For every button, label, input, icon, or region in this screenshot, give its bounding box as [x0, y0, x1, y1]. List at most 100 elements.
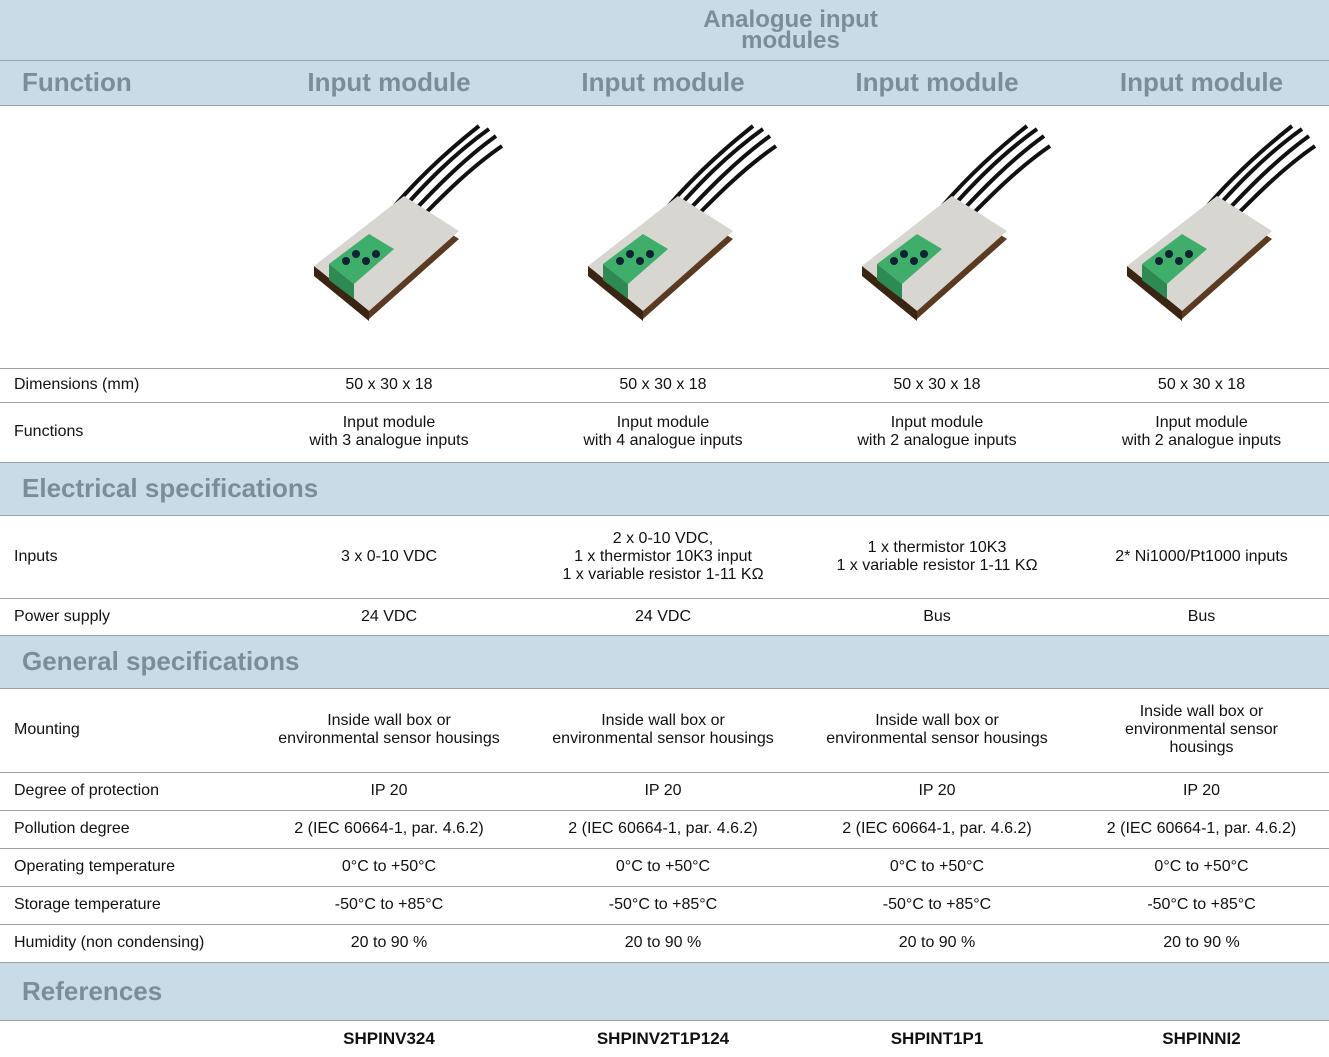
cell-line: Input module	[342, 414, 436, 431]
value-cell: 20 to 90 %	[1074, 924, 1329, 963]
cell-line: Inside wall box or	[327, 712, 451, 729]
cell-line: IP 20	[918, 782, 956, 799]
column-header-text: Input module	[307, 67, 471, 97]
value-cell: IP 20	[252, 772, 526, 811]
row-label-text: Mounting	[14, 721, 80, 738]
section-title: General specifications	[22, 646, 300, 676]
module-photo	[1126, 124, 1316, 321]
value-cell: IP 20	[800, 772, 1074, 811]
value-cell: 2 (IEC 60664-1, par. 4.6.2)	[252, 810, 526, 849]
cell-line: 1 x thermistor 10K3	[867, 538, 1007, 556]
value-cell: 2* Ni1000/Pt1000 inputs	[1074, 515, 1329, 599]
table-row: Pollution degree 2 (IEC 60664-1, par. 4.6…	[0, 810, 1329, 849]
cell-line: IP 20	[644, 782, 682, 799]
section-header: References	[0, 962, 1329, 1021]
cell-line: with 2 analogue inputs	[857, 432, 1017, 449]
table-row: Functions Input module with 3 analogue inp…	[0, 402, 1329, 463]
cell-line: 50 x 30 x 18	[893, 376, 981, 393]
section-title: References	[22, 975, 163, 1006]
section-title: Electrical specifications	[22, 473, 319, 503]
module-photo	[588, 124, 778, 321]
value-cell: 50 x 30 x 18	[1074, 368, 1329, 403]
table-row: Dimensions (mm) 50 x 30 x 18 50 x 30 x 18 5…	[0, 368, 1329, 403]
value-cell: 2 (IEC 60664-1, par. 4.6.2)	[800, 810, 1074, 849]
value-cell: 50 x 30 x 18	[800, 368, 1074, 403]
row-label: Inputs	[0, 515, 252, 599]
value-cell: Inside wall box or environmental sensor ho…	[1074, 688, 1329, 773]
cell-line: Bus	[1187, 607, 1216, 625]
cell-line: Inside wall box or	[875, 712, 999, 729]
module-photo	[862, 124, 1052, 321]
image-cell	[252, 105, 526, 369]
value-cell: -50°C to +85°C	[1074, 886, 1329, 925]
value-cell: IP 20	[1074, 772, 1329, 811]
cell-line: 2 x 0-10 VDC,	[612, 529, 714, 547]
value-cell: Inside wall box or environmental sensor h…	[526, 688, 800, 773]
cell-line: environmental sensor housings	[278, 730, 500, 747]
row-label-text: Functions	[14, 423, 84, 440]
row-label-text: Degree of protection	[14, 782, 159, 799]
cell-line: 1 x variable resistor 1-11 KΩ	[562, 565, 764, 583]
cell-line: 2 (IEC 60664-1, par. 4.6.2)	[568, 820, 758, 837]
row-label: Dimensions (mm)	[0, 368, 252, 403]
value-cell: Inside wall box or environmental sensor h…	[252, 688, 526, 773]
table-row: Humidity (non condensing) 20 to 90 % 20 to…	[0, 924, 1329, 963]
cell-line: 20 to 90 %	[1163, 934, 1240, 951]
column-header: Input module	[526, 60, 800, 106]
table-row: Storage temperature -50°C to +85°C -50°C t…	[0, 886, 1329, 925]
column-header-text: Input module	[1119, 67, 1284, 97]
value-cell: 20 to 90 %	[800, 924, 1074, 963]
cell-line: 24 VDC	[634, 607, 692, 625]
cell-line: SHPINNI2	[1162, 1028, 1241, 1048]
cell-line: 0°C to +50°C	[615, 858, 711, 875]
value-cell: Input module with 4 analogue inputs	[526, 402, 800, 463]
value-cell: SHPINV324	[252, 1020, 526, 1057]
value-cell: -50°C to +85°C	[800, 886, 1074, 925]
table-row: Power supply 24 VDC 24 VDC Bus Bus	[0, 598, 1329, 636]
cell-line: 2 (IEC 60664-1, par. 4.6.2)	[842, 820, 1032, 837]
cell-line: SHPINV2T1P124	[596, 1028, 730, 1048]
table-row	[0, 105, 1329, 369]
column-header: Input module	[800, 60, 1074, 106]
table-row: References	[0, 962, 1329, 1021]
cell-line: 50 x 30 x 18	[345, 376, 433, 393]
cell-line: 20 to 90 %	[624, 934, 702, 951]
cell-line: with 2 analogue inputs	[1121, 432, 1282, 449]
section-header: General specifications	[0, 635, 1329, 689]
table-row: General specifications	[0, 635, 1329, 689]
section-header: Electrical specifications	[0, 462, 1329, 516]
cell-line: -50°C to +85°C	[608, 896, 718, 913]
table-row: Mounting Inside wall box or environmental …	[0, 688, 1329, 773]
table-row: Operating temperature 0°C to +50°C 0°C to …	[0, 848, 1329, 887]
cell-line: IP 20	[1182, 782, 1221, 799]
cell-line: 20 to 90 %	[898, 934, 976, 951]
cell-line: with 4 analogue inputs	[583, 432, 743, 449]
table-row: SHPINV324 SHPINV2T1P124 SHPINT1P1 SHPINNI2	[0, 1020, 1329, 1057]
value-cell: 50 x 30 x 18	[526, 368, 800, 403]
cell-line: Input module	[1155, 414, 1248, 431]
cell-line: environmental sensor	[1125, 721, 1278, 738]
row-label: Storage temperature	[0, 886, 252, 925]
value-cell: 20 to 90 %	[526, 924, 800, 963]
value-cell: 0°C to +50°C	[252, 848, 526, 887]
value-cell: Bus	[800, 598, 1074, 636]
cell-line: 1 x thermistor 10K3 input	[574, 547, 752, 565]
module-photo	[314, 124, 504, 321]
column-header-text: Input module	[581, 67, 745, 97]
cell-line: 0°C to +50°C	[1154, 858, 1249, 875]
column-header-text: Input module	[855, 67, 1019, 97]
value-cell: SHPINT1P1	[800, 1020, 1074, 1057]
value-cell: SHPINNI2	[1074, 1020, 1329, 1057]
column-header-text: Function	[22, 67, 132, 97]
cell-line: Input module	[890, 414, 984, 431]
cell-line: -50°C to +85°C	[1147, 896, 1256, 913]
value-cell: Input module with 3 analogue inputs	[252, 402, 526, 463]
row-label-text: Inputs	[14, 547, 58, 565]
image-cell	[800, 105, 1074, 369]
value-cell: Inside wall box or environmental sensor h…	[800, 688, 1074, 773]
row-label: Power supply	[0, 598, 252, 636]
cell-line: 0°C to +50°C	[889, 858, 985, 875]
cell-line: 24 VDC	[360, 607, 418, 625]
value-cell: 24 VDC	[252, 598, 526, 636]
